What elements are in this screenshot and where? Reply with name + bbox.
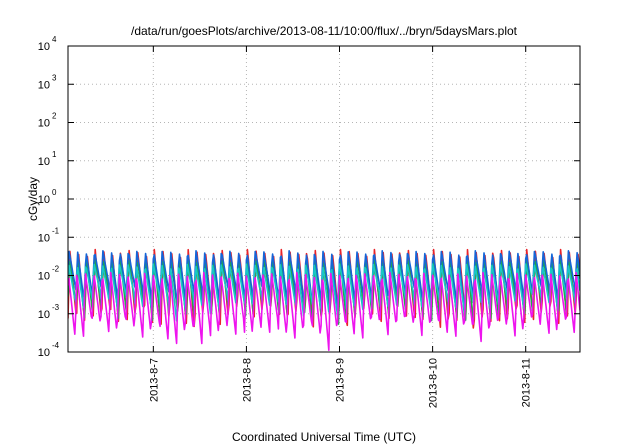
x-tick-label: 2013-8-11 — [521, 358, 533, 407]
y-tick-exponent: 1 — [52, 150, 57, 159]
y-tick-exponent: 2 — [52, 112, 57, 121]
y-tick-label: 10 — [38, 232, 50, 244]
x-tick-label: 2013-8-9 — [335, 358, 347, 402]
series-line — [68, 250, 580, 314]
series-line — [68, 263, 580, 322]
chart-title: /data/run/goesPlots/archive/2013-08-11/1… — [131, 24, 518, 38]
y-tick-label: 10 — [38, 79, 50, 91]
y-tick-exponent: -2 — [52, 265, 60, 274]
y-tick-label: 10 — [38, 156, 50, 168]
x-tick-label: 2013-8-10 — [428, 358, 440, 408]
series-line — [68, 271, 580, 352]
y-tick-exponent: -4 — [52, 341, 60, 350]
x-tick-label: 2013-8-7 — [148, 358, 160, 402]
plot-area — [68, 248, 580, 352]
y-tick-label: 10 — [38, 271, 50, 283]
y-tick-label: 10 — [38, 347, 50, 359]
x-axis: 2013-8-7 2013-8-8 2013-8-9 2013-8-10 2013-8-… — [148, 46, 533, 408]
x-axis-label: Coordinated Universal Time (UTC) — [232, 430, 416, 444]
y-axis-label: cGy/day — [26, 177, 40, 221]
y-tick-label: 10 — [38, 118, 50, 130]
x-tick-label: 2013-8-8 — [241, 358, 253, 402]
y-tick-exponent: 3 — [52, 73, 57, 82]
y-tick-exponent: 4 — [52, 35, 57, 44]
y-tick-label: 10 — [38, 194, 50, 206]
y-tick-exponent: 0 — [52, 188, 57, 197]
y-tick-label: 10 — [38, 41, 50, 53]
y-tick-exponent: -1 — [52, 226, 60, 235]
y-tick-label: 10 — [38, 309, 50, 321]
y-tick-exponent: -3 — [52, 303, 60, 312]
